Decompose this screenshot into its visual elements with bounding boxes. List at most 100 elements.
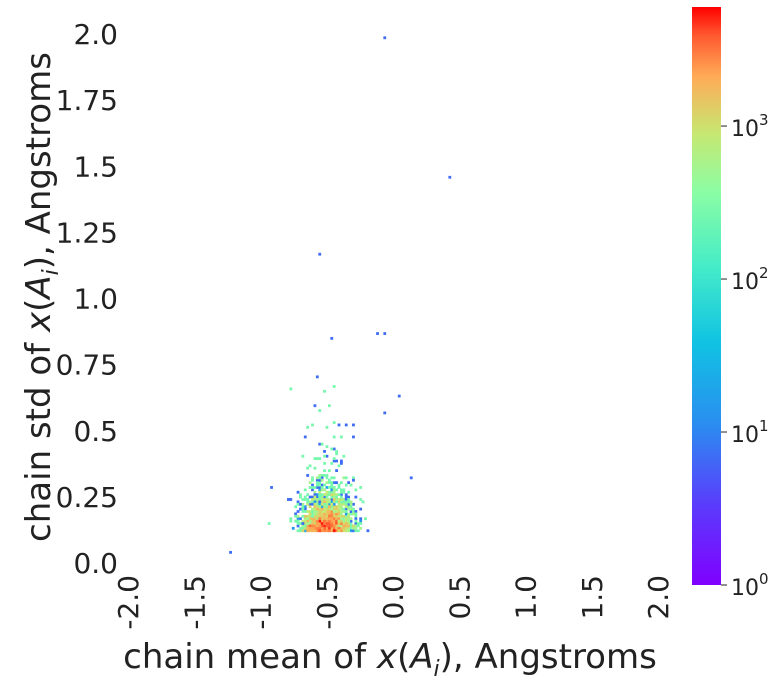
heatmap-cell bbox=[299, 522, 302, 525]
heatmap-cell bbox=[330, 510, 334, 513]
heatmap-cell bbox=[320, 478, 324, 482]
heatmap-cell bbox=[306, 514, 310, 518]
heatmap-cell bbox=[344, 498, 348, 501]
heatmap-cell bbox=[306, 500, 310, 504]
heatmap-cell bbox=[349, 483, 353, 487]
heatmap-cell bbox=[315, 481, 319, 485]
heatmap-cell bbox=[337, 524, 341, 528]
heatmap-cell bbox=[335, 526, 338, 530]
heatmap-cell bbox=[323, 510, 326, 513]
heatmap-cell bbox=[332, 493, 336, 497]
heatmap-cell bbox=[320, 500, 324, 504]
heatmap-cell bbox=[332, 526, 336, 530]
heatmap-cell bbox=[318, 481, 322, 485]
heatmap-cell bbox=[311, 495, 314, 499]
heatmap-cell bbox=[344, 502, 348, 506]
heatmap-cell bbox=[330, 524, 334, 528]
heatmap-cell bbox=[344, 423, 348, 427]
heatmap-cell bbox=[311, 507, 314, 511]
heatmap-cell bbox=[332, 529, 336, 533]
heatmap-cell bbox=[315, 476, 319, 480]
heatmap-cell bbox=[330, 519, 334, 523]
heatmap-cell bbox=[315, 505, 319, 509]
heatmap-cell bbox=[330, 476, 334, 480]
heatmap-cell bbox=[323, 519, 326, 523]
heatmap-cell bbox=[335, 495, 338, 499]
heatmap-cell bbox=[330, 505, 334, 509]
heatmap-cell bbox=[349, 512, 353, 516]
heatmap-cell bbox=[342, 529, 346, 533]
heatmap-cell bbox=[337, 526, 341, 530]
heatmap-cell bbox=[340, 510, 343, 513]
heatmap-cell bbox=[313, 490, 317, 494]
x-tick-label: 0.0 bbox=[377, 575, 410, 620]
heatmap-cell bbox=[335, 469, 338, 473]
heatmap-cell bbox=[344, 522, 348, 525]
heatmap-cell bbox=[303, 435, 307, 439]
heatmap-cell bbox=[342, 519, 346, 523]
heatmap-cell bbox=[296, 519, 300, 523]
heatmap-cell bbox=[308, 500, 312, 504]
heatmap-cell bbox=[337, 423, 341, 427]
heatmap-cell bbox=[327, 507, 331, 511]
heatmap-cell bbox=[318, 517, 322, 521]
heatmap-cell bbox=[318, 519, 322, 523]
heatmap-cell bbox=[303, 529, 307, 533]
heatmap-cell bbox=[354, 526, 358, 530]
x-tick-label: -1.0 bbox=[245, 575, 278, 630]
heatmap-cell bbox=[332, 447, 336, 451]
heatmap-cell bbox=[332, 457, 336, 460]
heatmap-cell bbox=[352, 435, 355, 439]
heatmap-cell bbox=[320, 507, 324, 511]
heatmap-cell bbox=[342, 524, 346, 528]
heatmap-cell bbox=[318, 524, 322, 528]
heatmap-cell bbox=[296, 529, 300, 533]
heatmap-cell bbox=[347, 500, 351, 504]
heatmap-cell bbox=[308, 464, 312, 468]
heatmap-cell bbox=[313, 493, 317, 497]
heatmap-cell bbox=[332, 385, 336, 388]
heatmap-cell bbox=[301, 526, 305, 530]
heatmap-cell bbox=[366, 529, 370, 533]
heatmap-cell bbox=[344, 529, 348, 533]
heatmap-cell bbox=[313, 529, 317, 533]
heatmap-cell bbox=[330, 490, 334, 494]
heatmap-cell bbox=[318, 522, 322, 525]
heatmap-cell bbox=[354, 510, 358, 513]
heatmap-cell bbox=[318, 474, 322, 477]
heatmap-cell bbox=[311, 502, 314, 506]
heatmap-cell bbox=[308, 517, 312, 521]
heatmap-cell bbox=[296, 502, 300, 506]
heatmap-cell bbox=[330, 507, 334, 511]
heatmap-cell bbox=[311, 519, 314, 523]
heatmap-cell bbox=[325, 510, 329, 513]
heatmap-cell bbox=[320, 493, 324, 497]
heatmap-cell bbox=[409, 476, 413, 480]
heatmap-cell bbox=[327, 519, 331, 523]
heatmap-cell bbox=[323, 526, 326, 530]
colorbar-ticks: 100 101 102 103 bbox=[721, 111, 769, 601]
heatmap-cell bbox=[301, 507, 305, 511]
heatmap-cell bbox=[318, 514, 322, 518]
colorbar-tick-label: 100 bbox=[731, 570, 769, 601]
heatmap-cell bbox=[332, 522, 336, 525]
heatmap-cell bbox=[303, 495, 307, 499]
heatmap-cell bbox=[352, 524, 355, 528]
heatmap-cell bbox=[318, 512, 322, 516]
heatmap-cell bbox=[330, 483, 334, 487]
heatmap-cell bbox=[301, 498, 305, 501]
heatmap-cell bbox=[340, 514, 343, 518]
heatmap-cell bbox=[306, 502, 310, 506]
heatmap-cell bbox=[296, 510, 300, 513]
heatmap-cell bbox=[299, 493, 302, 497]
heatmap-cell bbox=[323, 495, 326, 499]
heatmap-cell bbox=[313, 500, 317, 504]
heatmap-cell bbox=[347, 522, 351, 525]
heatmap-cell bbox=[342, 517, 346, 521]
heatmap-cell bbox=[347, 512, 351, 516]
heatmap-cell bbox=[315, 529, 319, 533]
heatmap-cell bbox=[352, 423, 355, 427]
heatmap-cell bbox=[327, 490, 331, 494]
heatmap-cell bbox=[318, 507, 322, 511]
